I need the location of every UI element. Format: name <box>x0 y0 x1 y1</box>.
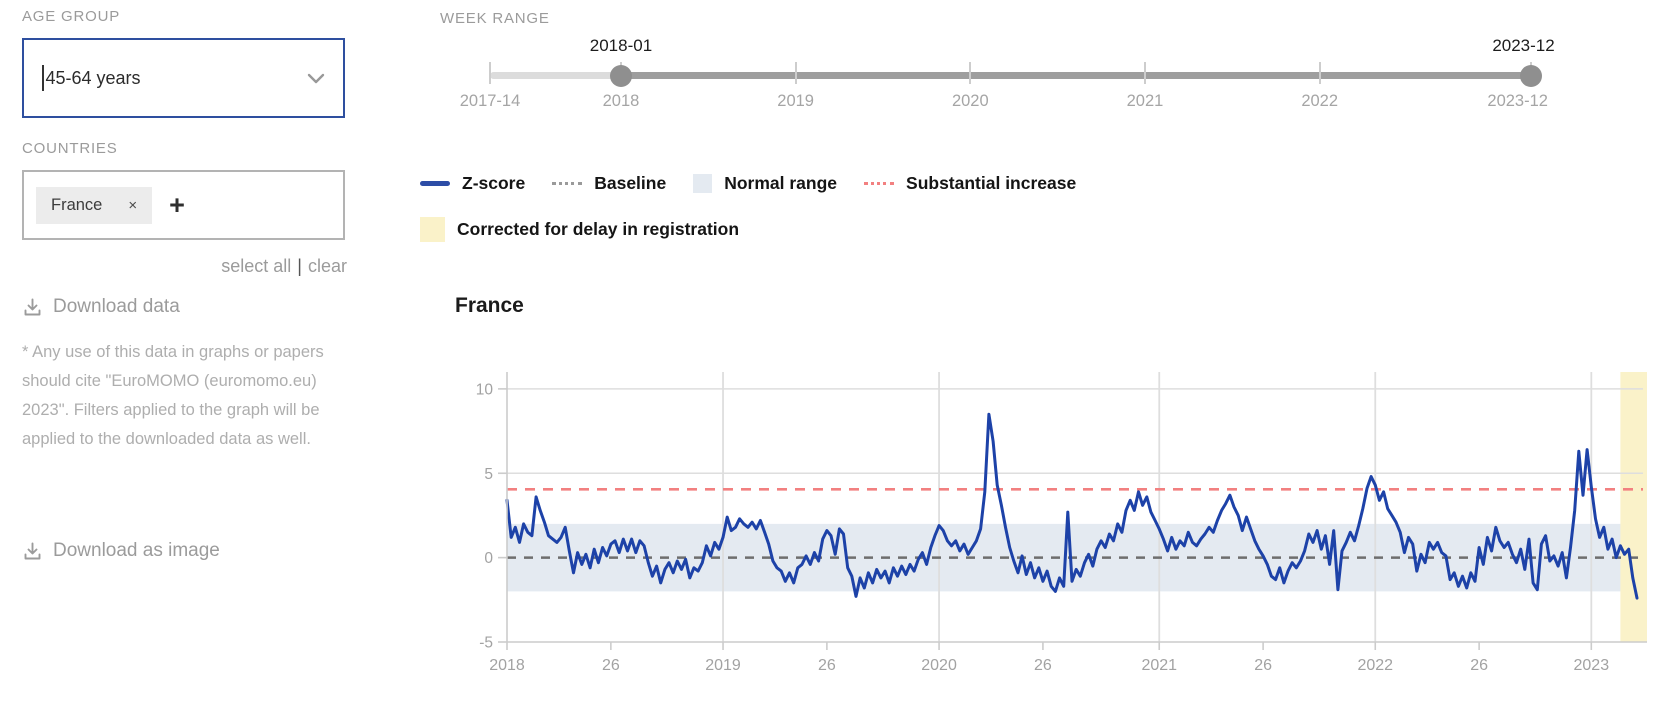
svg-text:2023: 2023 <box>1574 657 1610 674</box>
svg-text:26: 26 <box>818 657 836 674</box>
substantial-increase-swatch <box>864 181 895 185</box>
svg-text:2022: 2022 <box>1357 657 1393 674</box>
download-image-link[interactable]: Download as image <box>22 540 220 562</box>
slider-end-value: 2023-12 <box>1492 36 1555 55</box>
zscore-chart-svg: 10 5 0 -5 2018 26 2019 26 2020 26 2021 26 2022 26 2023 <box>476 372 1647 674</box>
slider-start-value: 2018-01 <box>589 36 653 55</box>
download-data-link[interactable]: Download data <box>22 296 180 318</box>
slider-handle-end[interactable] <box>1520 64 1542 87</box>
download-icon <box>22 541 43 562</box>
slider-tick-label: 2022 <box>1301 92 1339 110</box>
slider-tick <box>969 62 972 84</box>
slider-tick-label: 2020 <box>951 92 989 110</box>
svg-text:2019: 2019 <box>705 657 741 674</box>
select-all-link[interactable]: select all <box>221 256 292 276</box>
zscore-chart: 10 5 0 -5 2018 26 2019 26 2020 26 2021 26 2022 26 2023 <box>440 336 1675 711</box>
svg-text:10: 10 <box>476 381 494 398</box>
svg-text:26: 26 <box>1254 657 1272 674</box>
slider-handle-start[interactable] <box>609 64 632 87</box>
legend-item-normal-range: Normal range <box>693 173 837 194</box>
legend-item-zscore: Z-score <box>420 173 525 194</box>
svg-text:2018: 2018 <box>489 657 525 674</box>
svg-text:26: 26 <box>1034 657 1052 674</box>
legend-item-corrected: Corrected for delay in registration <box>420 216 740 242</box>
corrected-swatch <box>420 216 445 242</box>
legend-row-1: Z-score Baseline Normal range Substantia… <box>420 166 1470 200</box>
remove-country-icon[interactable]: × <box>128 196 138 214</box>
download-image-label: Download as image <box>53 540 220 561</box>
legend-item-substantial-increase: Substantial increase <box>864 173 1076 194</box>
legend-substantial-increase-label: Substantial increase <box>906 172 1077 193</box>
week-range-slider[interactable]: 2017-14 2018 2019 2020 2021 2022 2023-12 2018-0… <box>460 30 1555 122</box>
age-group-value: 45-64 years <box>45 67 141 88</box>
slider-selected-range[interactable] <box>620 72 1531 79</box>
svg-text:5: 5 <box>484 466 493 483</box>
slider-tick <box>1143 62 1146 84</box>
slider-tick-label: 2019 <box>777 92 814 110</box>
download-data-label: Download data <box>53 296 180 317</box>
country-quick-actions: select all | clear <box>22 256 347 277</box>
age-group-label: AGE GROUP <box>22 8 121 25</box>
text-caret <box>42 65 44 91</box>
week-range-label: WEEK RANGE <box>440 10 550 27</box>
svg-text:0: 0 <box>484 550 493 567</box>
slider-tick <box>1318 62 1321 84</box>
legend-row-2: Corrected for delay in registration <box>420 212 1470 246</box>
chart-country-title: France <box>455 294 524 317</box>
svg-text:26: 26 <box>602 657 620 674</box>
svg-text:2021: 2021 <box>1141 657 1177 674</box>
legend-zscore-label: Z-score <box>462 172 526 193</box>
countries-label: COUNTRIES <box>22 140 118 157</box>
download-icon <box>22 297 43 318</box>
citation-note: * Any use of this data in graphs or pape… <box>22 343 324 448</box>
baseline-dotted-swatch <box>552 181 583 185</box>
slider-tick <box>489 62 491 84</box>
chevron-down-icon <box>305 67 327 89</box>
slider-tick-label: 2017-14 <box>459 92 521 110</box>
svg-text:2020: 2020 <box>921 657 957 674</box>
zscore-line-swatch <box>420 180 450 186</box>
svg-text:26: 26 <box>1470 657 1488 674</box>
country-tag-france: France × <box>36 186 153 224</box>
legend-corrected-label: Corrected for delay in registration <box>457 218 740 239</box>
slider-tick <box>794 62 797 84</box>
separator: | <box>297 256 302 276</box>
countries-multiselect[interactable]: France × + <box>22 170 345 240</box>
normal-range-swatch <box>693 173 713 193</box>
slider-tick-label: 2018 <box>602 92 640 110</box>
age-group-select[interactable]: 45-64 years <box>22 38 345 118</box>
legend-item-baseline: Baseline <box>552 173 666 194</box>
chart-legend: Z-score Baseline Normal range Substantia… <box>420 166 1470 246</box>
legend-normal-range-label: Normal range <box>724 172 838 193</box>
country-tag-label: France <box>51 195 103 214</box>
clear-link[interactable]: clear <box>307 256 347 276</box>
svg-text:-5: -5 <box>479 635 493 652</box>
legend-baseline-label: Baseline <box>594 172 667 193</box>
slider-tick-label: 2023-12 <box>1487 92 1548 110</box>
add-country-button[interactable]: + <box>169 189 185 220</box>
slider-tick-label: 2021 <box>1126 92 1164 110</box>
